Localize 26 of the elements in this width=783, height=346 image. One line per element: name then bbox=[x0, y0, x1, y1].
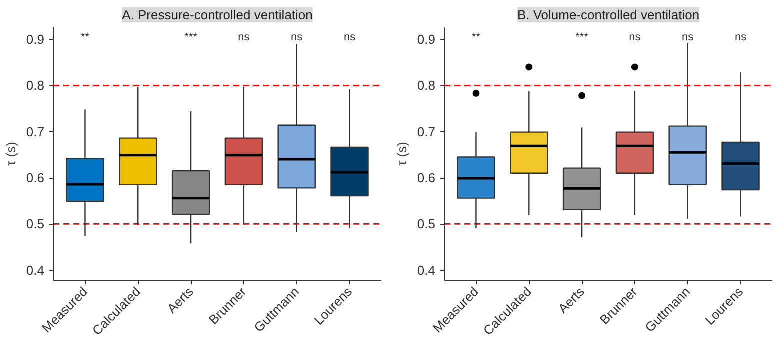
y-tick-label: 0.5 bbox=[417, 216, 436, 232]
y-axis-title: τ (s) bbox=[3, 142, 18, 166]
annotation: ns bbox=[629, 32, 642, 44]
annotation: ns bbox=[344, 32, 356, 44]
y-tick-label: 0.8 bbox=[26, 78, 45, 94]
y-tick-label: 0.5 bbox=[26, 216, 45, 232]
y-tick-label: 0.6 bbox=[417, 170, 436, 186]
y-tick-label: 0.7 bbox=[417, 124, 436, 140]
y-tick-label: 0.7 bbox=[26, 124, 45, 140]
annotation: ns bbox=[734, 32, 748, 44]
annotation: ns bbox=[238, 32, 250, 44]
annotation: *** bbox=[576, 32, 590, 44]
y-tick-label: 0.8 bbox=[417, 78, 436, 94]
annotation: ** bbox=[472, 32, 482, 44]
y-tick-label: 0.4 bbox=[26, 262, 45, 278]
chart-title: B. Volume-controlled ventilation bbox=[517, 8, 700, 22]
y-tick-label: 0.9 bbox=[26, 32, 45, 48]
y-tick-label: 0.6 bbox=[26, 170, 45, 186]
annotation: ns bbox=[291, 32, 304, 44]
chart-title: A. Pressure-controlled ventilation bbox=[122, 8, 313, 22]
annotation: ns bbox=[682, 32, 694, 44]
annotation: *** bbox=[184, 32, 198, 44]
annotation: ** bbox=[80, 32, 90, 44]
y-tick-label: 0.9 bbox=[417, 32, 436, 48]
y-axis-title: τ (s) bbox=[394, 142, 410, 166]
y-tick-label: 0.4 bbox=[417, 262, 436, 278]
